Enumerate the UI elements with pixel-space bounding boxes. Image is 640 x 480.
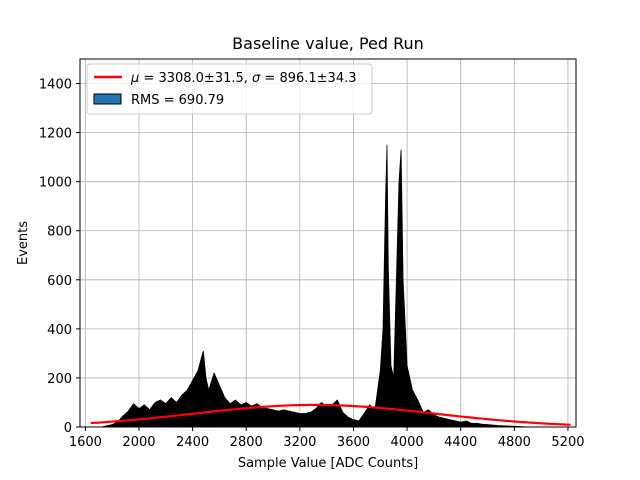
gaussian-fit-line bbox=[90, 403, 571, 426]
x-tick-label: 1600 bbox=[69, 435, 102, 450]
y-tick-label: 0 bbox=[64, 421, 72, 436]
x-axis-label: Sample Value [ADC Counts] bbox=[238, 456, 418, 471]
x-tick-label: 2800 bbox=[230, 435, 263, 450]
plot-area bbox=[90, 144, 571, 428]
y-axis-label: Events bbox=[16, 221, 31, 265]
axes: 1600 2000 2400 2800 3200 3600 4000 4400 4800 5200… bbox=[39, 58, 585, 450]
y-tick-label: 1400 bbox=[39, 78, 72, 93]
x-tick-label: 3600 bbox=[337, 435, 370, 450]
legend-fit-label: μ = 3308.0±31.5, σ = 896.1±34.3 bbox=[130, 71, 357, 86]
y-tick-label: 1000 bbox=[39, 176, 72, 191]
legend-box bbox=[86, 63, 373, 115]
chart-title: Baseline value, Ped Run bbox=[232, 34, 424, 53]
legend-sigma-symbol: σ bbox=[252, 71, 261, 86]
legend-hist-label: RMS = 690.79 bbox=[131, 93, 224, 108]
legend-mu-value: = 3308.0±31.5, bbox=[139, 71, 252, 86]
x-tick-label: 3200 bbox=[283, 435, 316, 450]
legend-mu-symbol: μ bbox=[130, 71, 139, 86]
x-tick-label: 4000 bbox=[391, 435, 424, 450]
x-tick-label: 2000 bbox=[122, 435, 155, 450]
legend-hist-swatch bbox=[93, 93, 122, 105]
y-tick-label: 1200 bbox=[39, 127, 72, 142]
histogram-bars bbox=[101, 144, 531, 428]
y-tick-label: 200 bbox=[47, 372, 72, 387]
y-tick-label: 400 bbox=[47, 323, 72, 338]
legend: μ = 3308.0±31.5, σ = 896.1±34.3 RMS = 69… bbox=[86, 63, 373, 115]
axes-frame bbox=[79, 58, 577, 428]
x-tick-label: 4400 bbox=[444, 435, 477, 450]
x-tick-label: 5200 bbox=[551, 435, 584, 450]
legend-sigma-value: = 896.1±34.3 bbox=[260, 71, 356, 86]
x-tick-label: 4800 bbox=[498, 435, 531, 450]
y-tick-label: 800 bbox=[47, 225, 72, 240]
x-tick-label: 2400 bbox=[176, 435, 209, 450]
y-tick-label: 600 bbox=[47, 274, 72, 289]
